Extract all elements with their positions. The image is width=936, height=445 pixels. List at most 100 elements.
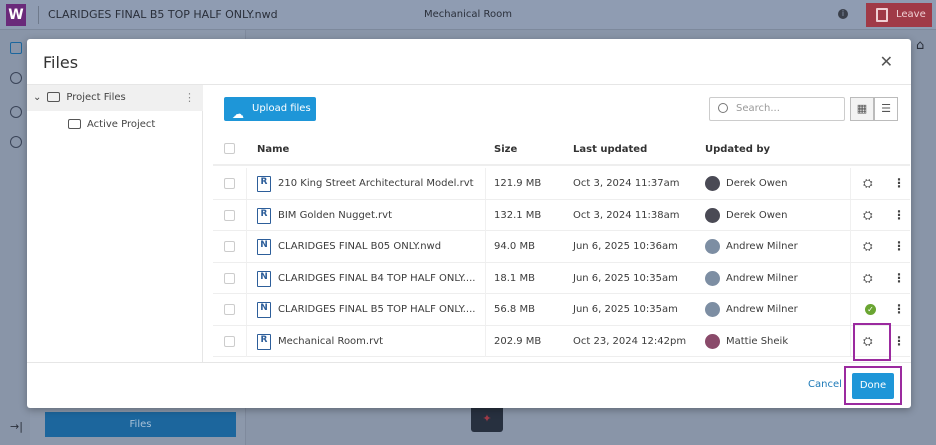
file-icon[interactable] [10, 42, 22, 54]
last-updated: Jun 6, 2025 10:35am [573, 304, 678, 315]
info-icon[interactable]: i [838, 9, 848, 19]
updated-by: Andrew Milner [726, 304, 798, 315]
done-button[interactable]: Done [852, 373, 894, 399]
row-checkbox[interactable] [224, 335, 235, 347]
tree-item-active-project[interactable]: Active Project [27, 112, 203, 138]
column-updated-by[interactable]: Updated by [705, 144, 771, 155]
tool-button[interactable]: ✦ [471, 408, 503, 432]
column-size[interactable]: Size [494, 144, 518, 155]
row-checkbox[interactable] [224, 241, 235, 252]
table-row[interactable]: N CLARIDGES FINAL B4 TOP HALF ONLY.... 1… [213, 262, 910, 294]
updated-by: Derek Owen [726, 209, 788, 221]
more-icon[interactable]: ⋮ [184, 91, 195, 104]
more-icon[interactable]: ⋮ [893, 302, 905, 316]
table-row[interactable]: R BIM Golden Nugget.rvt 132.1 MB Oct 3, … [213, 199, 910, 231]
divider [850, 262, 851, 294]
column-last-updated[interactable]: Last updated [573, 144, 648, 155]
home-icon[interactable]: ⌂ [916, 38, 925, 53]
divider [485, 168, 486, 199]
search-placeholder: Search... [736, 103, 780, 114]
folder-icon [68, 119, 81, 129]
divider [850, 294, 851, 325]
table-row[interactable]: R Mechanical Room.rvt 202.9 MB Oct 23, 2… [213, 325, 910, 357]
more-icon[interactable]: ⋮ [893, 333, 905, 348]
more-icon[interactable]: ⋮ [893, 176, 905, 190]
dialog-title: Files [43, 53, 79, 72]
tree-label: Project Files [66, 92, 126, 103]
more-icon[interactable]: ⋮ [893, 270, 905, 285]
model-icon[interactable]: ⛭ [863, 176, 873, 190]
upload-label: Upload files [252, 103, 311, 114]
grid-view-icon[interactable]: ▦ [850, 97, 874, 121]
list-view-icon[interactable]: ☰ [874, 97, 898, 121]
divider [27, 362, 911, 363]
left-rail [0, 30, 30, 445]
app-header: W CLARIDGES FINAL B5 TOP HALF ONLY.nwd M… [0, 0, 936, 30]
search-icon [718, 103, 728, 113]
file-name[interactable]: CLARIDGES FINAL B4 TOP HALF ONLY.... [278, 272, 476, 284]
cloud-upload-icon: ☁ [232, 107, 244, 121]
expand-panel-icon[interactable]: →| [10, 420, 23, 433]
table-row[interactable]: N CLARIDGES FINAL B5 TOP HALF ONLY.... 5… [213, 294, 910, 326]
avatar [705, 270, 720, 286]
divider [246, 325, 247, 357]
files-button[interactable]: Files [45, 412, 236, 437]
users-icon[interactable] [10, 106, 22, 118]
divider [246, 199, 247, 231]
check-circle-icon[interactable] [10, 72, 22, 84]
select-all-checkbox[interactable] [224, 143, 235, 154]
avatar [705, 239, 720, 254]
updated-by: Andrew Milner [726, 241, 798, 252]
more-icon[interactable]: ⋮ [893, 239, 905, 253]
highlight-box [853, 323, 891, 361]
last-updated: Oct 3, 2024 11:37am [573, 178, 680, 189]
chevron-down-icon[interactable]: ⌄ [33, 92, 42, 103]
leave-button[interactable]: Leave [866, 3, 932, 27]
model-icon[interactable]: ⛭ [863, 270, 873, 285]
file-name[interactable]: BIM Golden Nugget.rvt [278, 209, 392, 221]
upload-files-button[interactable]: ☁ Upload files [224, 97, 316, 121]
updated-by: Andrew Milner [726, 272, 798, 284]
tree-label: Active Project [87, 119, 156, 130]
tree-item-project-files[interactable]: ⌄ Project Files ⋮ [27, 85, 203, 111]
column-name[interactable]: Name [257, 144, 290, 155]
divider [850, 325, 851, 357]
table-row[interactable]: R 210 King Street Architectural Model.rv… [213, 168, 910, 200]
row-checkbox[interactable] [224, 178, 235, 189]
close-icon[interactable]: ✕ [879, 52, 893, 71]
search-input[interactable]: Search... [709, 97, 845, 121]
file-name[interactable]: CLARIDGES FINAL B5 TOP HALF ONLY.... [278, 304, 476, 315]
updated-by: Derek Owen [726, 178, 788, 189]
file-type-icon: R [257, 333, 271, 350]
model-icon[interactable]: ⛭ [863, 239, 873, 253]
view-title: Mechanical Room [424, 9, 512, 20]
divider [485, 262, 486, 294]
divider [850, 199, 851, 231]
updated-by: Mattie Sheik [726, 335, 789, 347]
file-name[interactable]: 210 King Street Architectural Model.rvt [278, 178, 474, 189]
divider [485, 294, 486, 325]
file-name[interactable]: Mechanical Room.rvt [278, 335, 384, 347]
divider [850, 231, 851, 262]
table-row[interactable]: N CLARIDGES FINAL B05 ONLY.nwd 94.0 MB J… [213, 231, 910, 263]
model-icon[interactable]: ⛭ [863, 207, 873, 222]
last-updated: Oct 3, 2024 11:38am [573, 209, 680, 221]
last-updated: Jun 6, 2025 10:36am [573, 241, 678, 252]
divider [246, 262, 247, 294]
file-size: 132.1 MB [494, 209, 542, 221]
leave-label: Leave [896, 9, 926, 20]
highlight-box [844, 366, 902, 405]
more-icon[interactable]: ⋮ [893, 207, 905, 222]
gear-icon[interactable] [10, 136, 22, 148]
file-type-icon: R [257, 207, 271, 224]
file-size: 94.0 MB [494, 241, 535, 252]
divider [246, 231, 247, 262]
row-checkbox[interactable] [224, 272, 235, 284]
model-icon[interactable]: ⛭ [863, 333, 873, 348]
row-checkbox[interactable] [224, 304, 235, 315]
row-checkbox[interactable] [224, 209, 235, 221]
divider [246, 294, 247, 325]
file-type-icon: N [257, 302, 271, 318]
cancel-button[interactable]: Cancel [808, 379, 842, 390]
file-name[interactable]: CLARIDGES FINAL B05 ONLY.nwd [278, 241, 442, 252]
